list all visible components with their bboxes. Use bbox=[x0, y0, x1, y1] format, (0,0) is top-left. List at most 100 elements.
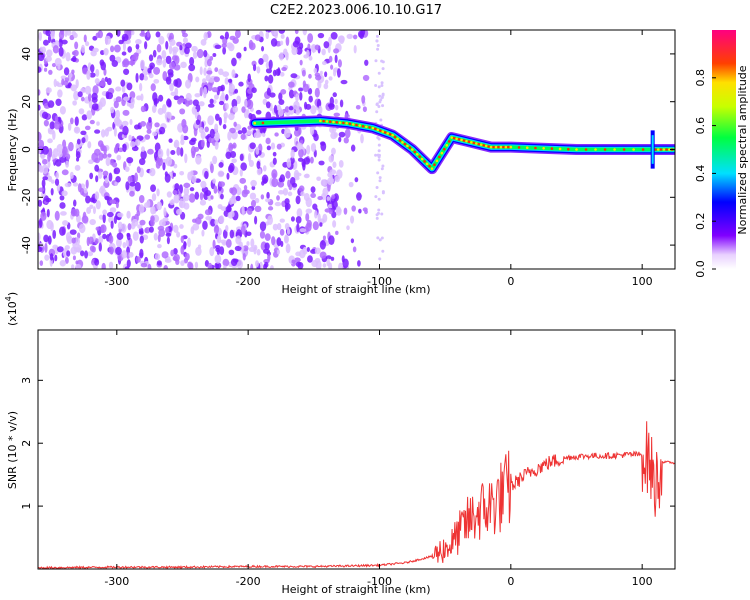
spectrogram-speckle bbox=[246, 99, 254, 110]
spectrogram-speckle bbox=[240, 133, 246, 140]
spectrogram-speckle bbox=[57, 151, 63, 158]
spectrogram-speckle bbox=[281, 67, 287, 72]
spectrogram-speckle bbox=[43, 119, 49, 127]
spectrogram-speckle bbox=[127, 175, 133, 183]
spectrogram-speckle bbox=[48, 147, 53, 158]
spectrogram-speckle bbox=[140, 93, 144, 102]
spectrogram-speckle bbox=[38, 104, 41, 111]
spectrogram-speckle bbox=[179, 147, 184, 157]
spectrogram-speckle bbox=[249, 192, 257, 200]
spectrogram-speckle bbox=[86, 70, 91, 80]
spectrogram-speckle bbox=[81, 44, 86, 54]
spectrogram-speckle bbox=[377, 137, 381, 141]
spectrogram-speckle bbox=[214, 44, 222, 49]
spectrogram-speckle bbox=[156, 44, 162, 53]
spectrogram-speckle bbox=[164, 258, 172, 263]
spectrogram-speckle bbox=[280, 240, 284, 248]
spectrogram-speckle bbox=[211, 86, 219, 93]
spectrogram-speckle bbox=[124, 266, 130, 269]
spectrogram-speckle bbox=[58, 30, 65, 40]
spectrogram-speckle bbox=[98, 171, 103, 179]
spectrogram-speckle bbox=[206, 70, 213, 75]
bottom-x-tick-label: -200 bbox=[236, 575, 261, 588]
doppler-track-core bbox=[594, 148, 597, 151]
spectrogram-speckle bbox=[381, 67, 385, 71]
spectrogram-speckle bbox=[110, 220, 114, 229]
doppler-track-core bbox=[322, 119, 325, 123]
spectrogram-speckle bbox=[115, 201, 119, 209]
spectrogram-speckle bbox=[113, 146, 119, 154]
spectrogram-speckle bbox=[264, 233, 271, 242]
bottom-x-tick-label: 100 bbox=[632, 575, 653, 588]
spectrogram-speckle bbox=[278, 92, 283, 101]
bottom-plot-frame bbox=[37, 329, 676, 570]
doppler-track-core bbox=[662, 148, 666, 151]
spectrogram-speckle bbox=[135, 139, 141, 147]
spectrogram-speckle bbox=[59, 260, 67, 267]
spectrogram-speckle bbox=[266, 87, 271, 96]
spectrogram-speckle bbox=[338, 136, 342, 143]
spectrogram-speckle bbox=[180, 260, 185, 266]
spectrogram-speckle bbox=[64, 245, 70, 250]
spectrogram-speckle bbox=[98, 242, 102, 252]
spectrogram-speckle bbox=[52, 244, 59, 250]
spectrogram-speckle bbox=[166, 148, 170, 157]
spectrogram-speckle bbox=[236, 186, 242, 196]
spectrogram-speckle bbox=[246, 241, 250, 246]
spectrogram-speckle bbox=[89, 197, 95, 203]
spectrogram-speckle bbox=[303, 192, 310, 202]
doppler-track-core bbox=[542, 147, 545, 150]
spectrogram-speckle bbox=[49, 253, 54, 261]
spectrogram-speckle bbox=[137, 224, 143, 229]
doppler-track-core bbox=[525, 146, 529, 150]
spectrogram-speckle bbox=[187, 261, 192, 269]
spectrogram-speckle bbox=[72, 182, 79, 187]
spectrogram-speckle bbox=[148, 116, 152, 123]
spectrogram-speckle bbox=[322, 235, 326, 241]
spectrogram-speckle bbox=[153, 232, 158, 241]
spectrogram-speckle bbox=[116, 237, 122, 248]
spectrogram-speckle bbox=[381, 249, 385, 253]
doppler-track-core bbox=[668, 148, 671, 151]
spectrogram-speckle bbox=[302, 83, 310, 93]
spectrogram-speckle bbox=[232, 105, 239, 113]
spectrogram-speckle bbox=[299, 228, 307, 233]
spectrogram-speckle bbox=[303, 173, 310, 179]
spectrogram-speckle bbox=[142, 234, 149, 240]
doppler-track-core bbox=[261, 121, 265, 125]
spectrogram-speckle bbox=[65, 232, 71, 242]
spectrogram-speckle bbox=[214, 123, 219, 133]
spectrogram-speckle bbox=[346, 225, 350, 231]
spectrogram-speckle bbox=[121, 250, 128, 259]
spectrogram-speckle bbox=[50, 179, 55, 184]
spectrogram-speckle bbox=[101, 262, 106, 269]
spectrogram-speckle bbox=[165, 76, 172, 85]
doppler-track-core bbox=[325, 120, 329, 123]
spectrogram-speckle bbox=[179, 44, 183, 51]
spectrogram-speckle bbox=[184, 252, 190, 261]
spectrogram-speckle bbox=[71, 69, 75, 75]
spectrogram-speckle bbox=[271, 177, 279, 188]
spectrogram-speckle bbox=[215, 262, 220, 269]
spectrogram-speckle bbox=[138, 194, 145, 204]
spectrogram-speckle bbox=[99, 97, 106, 108]
spectrogram-speckle bbox=[150, 205, 156, 215]
spectrogram-speckle bbox=[80, 96, 85, 102]
spectrogram-speckle bbox=[221, 43, 227, 48]
spectrogram-speckle bbox=[38, 187, 45, 193]
spectrogram-speckle bbox=[377, 85, 381, 89]
spectrogram-speckle bbox=[254, 34, 261, 41]
spectrogram-speckle bbox=[230, 194, 238, 204]
spectrogram-speckle bbox=[81, 215, 89, 224]
doppler-track-core bbox=[391, 133, 394, 137]
spectrogram-speckle bbox=[90, 64, 95, 73]
spectrogram-speckle bbox=[201, 229, 205, 237]
spectrogram-speckle bbox=[224, 31, 229, 40]
doppler-track-core bbox=[447, 140, 451, 143]
doppler-track-core bbox=[388, 132, 392, 136]
spectrogram-speckle bbox=[256, 168, 262, 176]
spectrogram-speckle bbox=[264, 221, 270, 226]
spectrogram-speckle bbox=[112, 161, 118, 168]
colorbar: 0.0 0.2 0.4 0.6 0.8 Normalized spectral ampl… bbox=[694, 30, 749, 278]
spectrogram-speckle bbox=[200, 38, 207, 46]
